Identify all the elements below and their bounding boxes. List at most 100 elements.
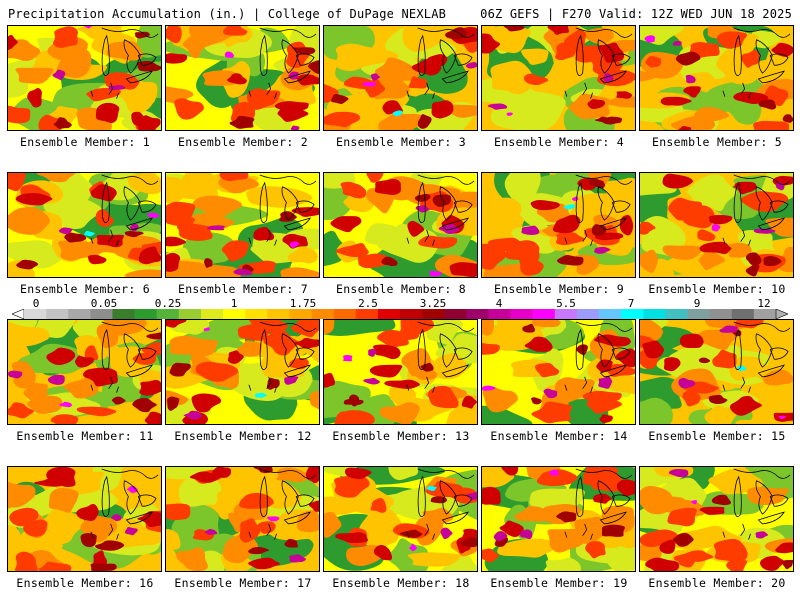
ensemble-map-panel: [323, 319, 478, 425]
precipitation-field: [324, 467, 477, 571]
great-lakes-outline: [90, 174, 159, 246]
ensemble-map-panel: [7, 25, 162, 131]
great-lakes-outline: [90, 321, 159, 393]
colorbar-swatch: [68, 309, 91, 319]
great-lakes-outline: [564, 468, 633, 540]
colorbar-swatch: [46, 309, 69, 319]
precipitation-field: [482, 26, 635, 130]
ensemble-member-label: Ensemble Member: 16: [16, 576, 154, 590]
colorbar-tick-label: 12: [757, 297, 771, 310]
great-lakes-outline: [406, 321, 475, 393]
great-lakes-outline: [564, 27, 633, 99]
ensemble-member-label: Ensemble Member: 4: [493, 135, 625, 149]
colorbar-swatch: [643, 309, 666, 319]
great-lakes-outline: [248, 27, 317, 99]
precipitation-field: [166, 320, 319, 424]
ensemble-member-label: Ensemble Member: 10: [648, 282, 786, 296]
precipitation-field: [8, 173, 161, 277]
colorbar-tick-label: 1: [230, 297, 238, 310]
colorbar-swatch: [400, 309, 423, 319]
precipitation-field: [166, 173, 319, 277]
ensemble-member-label: Ensemble Member: 9: [493, 282, 625, 296]
ensemble-member-label: Ensemble Member: 7: [177, 282, 309, 296]
great-lakes-outline: [90, 27, 159, 99]
ensemble-map-panel: [481, 25, 636, 131]
precipitation-field: [482, 320, 635, 424]
great-lakes-outline: [406, 468, 475, 540]
colorbar-swatch: [488, 309, 511, 319]
ensemble-map-panel: [165, 466, 320, 572]
colorbar-swatch: [532, 309, 556, 319]
ensemble-member-label: Ensemble Member: 15: [648, 429, 786, 443]
ensemble-map-panel: [323, 25, 478, 131]
precipitation-field: [8, 26, 161, 130]
colorbar-swatch: [311, 309, 334, 319]
colorbar-tick-label: 0.25: [154, 297, 182, 310]
precipitation-field: [166, 467, 319, 571]
ensemble-member-label: Ensemble Member: 1: [19, 135, 151, 149]
ensemble-member-label: Ensemble Member: 18: [332, 576, 470, 590]
precipitation-field: [640, 26, 793, 130]
colorbar-swatch: [112, 309, 135, 319]
colorbar-swatch: [377, 309, 401, 319]
ensemble-map-panel: [165, 319, 320, 425]
colorbar-tick-label: 2.5: [358, 297, 378, 310]
ensemble-member-label: Ensemble Member: 2: [177, 135, 309, 149]
colorbar-swatch: [90, 309, 113, 319]
great-lakes-outline: [248, 468, 317, 540]
colorbar-swatch: [156, 309, 180, 319]
great-lakes-outline: [90, 468, 159, 540]
great-lakes-outline: [248, 174, 317, 246]
ensemble-member-label: Ensemble Member: 3: [335, 135, 467, 149]
precipitation-field: [482, 467, 635, 571]
ensemble-member-label: Ensemble Member: 8: [335, 282, 467, 296]
colorbar-swatch: [444, 309, 467, 319]
colorbar-swatch: [731, 309, 755, 319]
ensemble-member-label: Ensemble Member: 17: [174, 576, 312, 590]
precipitation-colorbar: [12, 309, 788, 319]
colorbar-min-arrow: [12, 309, 25, 319]
colorbar-swatch: [24, 309, 47, 319]
ensemble-member-label: Ensemble Member: 14: [490, 429, 628, 443]
ensemble-map-panel: [323, 466, 478, 572]
colorbar-swatch: [134, 309, 158, 319]
ensemble-member-label: Ensemble Member: 19: [490, 576, 628, 590]
colorbar-swatch: [576, 309, 600, 319]
ensemble-map-panel: [481, 172, 636, 278]
ensemble-member-label: Ensemble Member: 5: [651, 135, 783, 149]
colorbar-swatch: [422, 309, 445, 319]
map-title: Precipitation Accumulation (in.) | Colle…: [8, 7, 447, 21]
precipitation-field: [324, 320, 477, 424]
precipitation-field: [8, 467, 161, 571]
great-lakes-outline: [722, 468, 791, 540]
ensemble-map-panel: [481, 466, 636, 572]
great-lakes-outline: [722, 321, 791, 393]
great-lakes-outline: [406, 174, 475, 246]
ensemble-map-panel: [7, 466, 162, 572]
colorbar-swatch: [355, 309, 379, 319]
colorbar-swatch: [599, 309, 622, 319]
precipitation-field: [166, 26, 319, 130]
colorbar-swatch: [665, 309, 688, 319]
great-lakes-outline: [564, 174, 633, 246]
colorbar-swatch: [223, 309, 246, 319]
ensemble-map-panel: [639, 25, 794, 131]
colorbar-swatch: [245, 309, 268, 319]
colorbar-swatch: [687, 309, 710, 319]
colorbar-tick-label: 5.5: [556, 297, 576, 310]
colorbar-swatch: [289, 309, 312, 319]
colorbar-swatch: [753, 309, 777, 319]
colorbar-tick-label: 3.25: [419, 297, 447, 310]
great-lakes-outline: [248, 321, 317, 393]
great-lakes-outline: [406, 27, 475, 99]
colorbar-swatch: [178, 309, 202, 319]
precipitation-field: [640, 467, 793, 571]
precipitation-field: [482, 173, 635, 277]
colorbar-max-arrow: [775, 309, 788, 319]
precipitation-field: [640, 320, 793, 424]
colorbar-swatch: [709, 309, 733, 319]
precipitation-field: [324, 173, 477, 277]
ensemble-map-panel: [165, 25, 320, 131]
colorbar-swatch: [510, 309, 534, 319]
colorbar-tick-label: 9: [693, 297, 701, 310]
